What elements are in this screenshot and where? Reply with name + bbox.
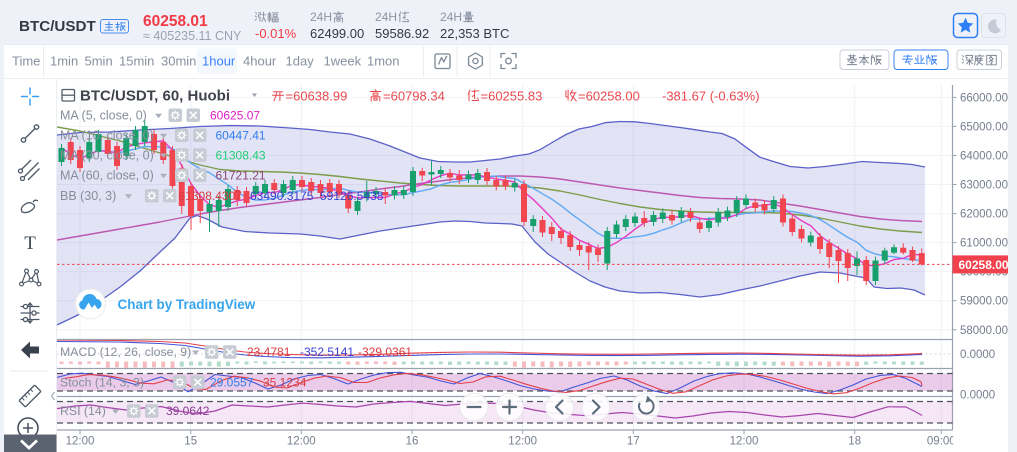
svg-text:-381.67 (-0.63%): -381.67 (-0.63%) xyxy=(662,89,760,104)
svg-text:59126.5438: 59126.5438 xyxy=(320,189,384,203)
svg-text:60625.07: 60625.07 xyxy=(210,109,260,123)
svg-text:-352.5141: -352.5141 xyxy=(300,345,354,359)
svg-text:22,353 BTC: 22,353 BTC xyxy=(440,26,509,41)
svg-text:5min: 5min xyxy=(85,54,113,69)
svg-text:Chart by TradingView: Chart by TradingView xyxy=(118,297,256,312)
svg-text:63490.3175: 63490.3175 xyxy=(250,189,314,203)
svg-text:MA (30, close, 0): MA (30, close, 0) xyxy=(60,148,154,162)
svg-text:64000.00: 64000.00 xyxy=(960,151,1008,163)
svg-text:61308.43: 61308.43 xyxy=(216,148,266,162)
svg-text:16: 16 xyxy=(406,436,419,448)
svg-text:12:00: 12:00 xyxy=(287,436,316,448)
svg-text:63000.00: 63000.00 xyxy=(960,180,1008,192)
svg-text:39.0642: 39.0642 xyxy=(166,404,210,418)
svg-text:4hour: 4hour xyxy=(243,54,277,69)
svg-text:23.4781: 23.4781 xyxy=(247,345,291,359)
svg-text:29.0557: 29.0557 xyxy=(210,375,254,389)
svg-text:18: 18 xyxy=(848,436,861,448)
svg-text:09:00: 09:00 xyxy=(927,436,956,448)
svg-text:60258.01: 60258.01 xyxy=(143,13,208,30)
svg-text:Stoch (14, 3, 3): Stoch (14, 3, 3) xyxy=(60,375,144,389)
svg-text:1day: 1day xyxy=(286,54,315,69)
svg-text:61000.00: 61000.00 xyxy=(960,238,1008,250)
svg-text:62499.00: 62499.00 xyxy=(310,26,364,41)
svg-text:1min: 1min xyxy=(50,54,78,69)
svg-text:-0.01%: -0.01% xyxy=(255,26,297,41)
svg-text:61721.21: 61721.21 xyxy=(216,169,266,183)
svg-text:12:00: 12:00 xyxy=(66,436,95,448)
svg-text:12:00: 12:00 xyxy=(508,436,537,448)
svg-text:66000.00: 66000.00 xyxy=(960,92,1008,104)
svg-text:60258.00: 60258.00 xyxy=(959,258,1009,272)
svg-text:61308.4307: 61308.4307 xyxy=(179,189,243,203)
svg-text:15: 15 xyxy=(184,436,197,448)
svg-text:58000.00: 58000.00 xyxy=(960,325,1008,337)
svg-text:65000.00: 65000.00 xyxy=(960,121,1008,133)
svg-text:24H: 24H xyxy=(440,10,462,24)
svg-text:60447.41: 60447.41 xyxy=(216,129,266,143)
svg-text:T: T xyxy=(24,233,36,254)
svg-text:24H: 24H xyxy=(310,10,332,24)
svg-text:MACD (12, 26, close, 9): MACD (12, 26, close, 9) xyxy=(60,345,191,359)
svg-text:Time: Time xyxy=(12,54,40,69)
svg-text:1mon: 1mon xyxy=(367,54,400,69)
svg-text:30min: 30min xyxy=(161,54,196,69)
svg-text:≈ 405235.11 CNY: ≈ 405235.11 CNY xyxy=(143,29,242,43)
svg-text:15min: 15min xyxy=(119,54,154,69)
svg-text:24H: 24H xyxy=(375,10,397,24)
svg-text:BTC/USDT: BTC/USDT xyxy=(19,18,96,35)
svg-text:59586.92: 59586.92 xyxy=(375,26,429,41)
svg-text:MA (5, close, 0): MA (5, close, 0) xyxy=(60,109,147,123)
svg-text:1week: 1week xyxy=(324,54,362,69)
svg-text:35.1234: 35.1234 xyxy=(263,375,307,389)
svg-text:0.0000: 0.0000 xyxy=(960,349,995,361)
svg-text:RSI (14): RSI (14) xyxy=(60,404,106,418)
svg-text:17: 17 xyxy=(627,436,640,448)
svg-text:=60638.99: =60638.99 xyxy=(286,89,348,104)
svg-text:MA (60, close, 0): MA (60, close, 0) xyxy=(60,169,154,183)
svg-text:BTC/USDT, 60, Huobi: BTC/USDT, 60, Huobi xyxy=(80,88,230,105)
svg-text:=60258.00: =60258.00 xyxy=(578,89,640,104)
svg-text:1hour: 1hour xyxy=(202,54,236,69)
svg-text:0.0000: 0.0000 xyxy=(960,390,995,402)
svg-text:MA (10, close, 0): MA (10, close, 0) xyxy=(60,129,154,143)
svg-text:12:00: 12:00 xyxy=(730,436,759,448)
svg-text:BB (30, 3): BB (30, 3) xyxy=(60,189,116,203)
svg-text:62000.00: 62000.00 xyxy=(960,209,1008,221)
svg-text:=60255.83: =60255.83 xyxy=(481,89,543,104)
svg-text:=60798.34: =60798.34 xyxy=(383,89,445,104)
svg-text:59000.00: 59000.00 xyxy=(960,296,1008,308)
svg-text:-329.0361: -329.0361 xyxy=(358,345,412,359)
